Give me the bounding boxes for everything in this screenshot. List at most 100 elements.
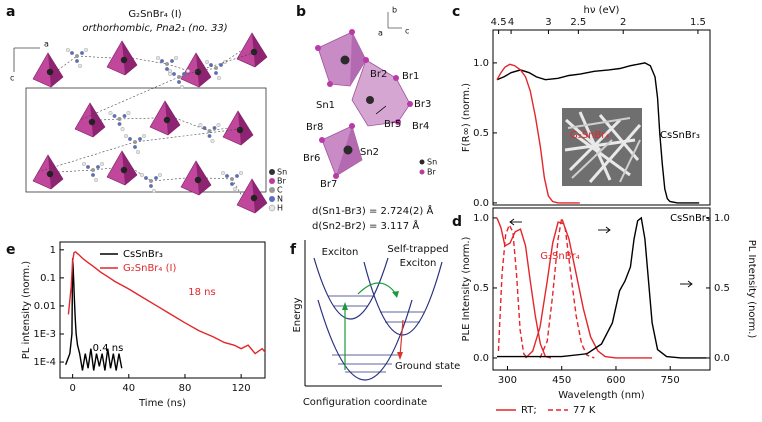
legend-label: Br	[277, 177, 286, 186]
molecule-atom	[177, 80, 181, 84]
y-tick-label: 0.0	[473, 353, 489, 364]
tetrahedron-face	[165, 101, 180, 135]
y-tick-label: 1	[50, 245, 56, 256]
sn-atom	[120, 166, 128, 174]
molecule-atom	[235, 174, 239, 178]
molecule-atom	[154, 176, 158, 180]
molecule-atom	[221, 171, 225, 175]
molecule-atom	[160, 59, 164, 63]
molecule-atom	[122, 114, 127, 118]
sn-atom	[366, 96, 374, 104]
hydrogen-bond	[92, 167, 113, 171]
molecule-atom	[202, 126, 207, 130]
tetrahedron-face	[122, 41, 137, 75]
molecule-atom	[128, 137, 132, 141]
molecule-atom	[152, 189, 156, 193]
molecule-atom	[172, 72, 176, 76]
y-tick-label: 0.5	[473, 128, 489, 139]
x-tick-label: 120	[232, 383, 251, 394]
br-atom	[393, 75, 399, 81]
sn-atom	[194, 176, 202, 184]
axis-glyph: a c	[10, 40, 49, 83]
arrow	[687, 280, 693, 288]
sn-atom	[250, 48, 258, 56]
arrow	[605, 226, 611, 234]
molecule-atom	[66, 48, 70, 52]
series-label: CsSnBr₃	[660, 130, 700, 141]
axis-name: a	[44, 40, 49, 49]
bond-distance: d(Sn1-Br3) = 2.724(2) Å	[312, 204, 433, 217]
molecule-atom	[84, 48, 88, 52]
hydrogen-bond	[119, 117, 156, 120]
molecule-atom	[170, 59, 174, 63]
br-atom	[319, 137, 325, 143]
panel-label: f	[290, 242, 297, 258]
sn-atom	[236, 126, 244, 134]
molecule-atom	[75, 59, 79, 63]
molecule-atom	[233, 187, 237, 191]
polyhedra	[315, 29, 413, 179]
atom-label: Br6	[303, 153, 320, 164]
molecule-atom	[239, 171, 243, 175]
hydrogen-bond	[76, 55, 113, 59]
sn-atom	[120, 56, 128, 64]
y2-tick-label: 1.0	[714, 213, 730, 224]
hydrogen-bond	[134, 127, 249, 143]
x2-tick-label: 4.5	[491, 17, 507, 28]
molecule-atom	[117, 117, 122, 121]
atom-label: Br4	[412, 121, 429, 132]
axis-title: Configuration coordinate	[303, 397, 427, 408]
molecule-atom	[182, 72, 186, 76]
sn-atom	[46, 170, 54, 178]
molecule-atom	[205, 60, 209, 64]
plot-frame	[492, 29, 711, 206]
legend-label: RT;	[521, 405, 537, 416]
state-label: Exciton	[400, 258, 437, 269]
legend-label: Sn	[277, 168, 287, 177]
x-tick-label: 300	[498, 375, 517, 386]
tetrahedron-face	[350, 32, 366, 86]
hydrogen-bond	[99, 118, 120, 121]
legend-swatch	[269, 169, 275, 175]
molecule-atom	[82, 162, 86, 166]
x-tick-label: 0	[69, 383, 75, 394]
molecule-atom	[180, 85, 184, 89]
atom-label: Br1	[402, 71, 419, 82]
y-tick-label: 0.1	[40, 273, 56, 284]
br-atom	[363, 57, 369, 63]
legend-swatch	[269, 196, 275, 202]
data-line	[67, 250, 265, 355]
legend-label: C	[277, 186, 283, 195]
legend-label: Sn	[427, 158, 437, 167]
molecule-atom	[100, 162, 104, 166]
br-atom	[349, 123, 355, 129]
molecule-atom	[156, 56, 160, 60]
molecule-atom	[177, 75, 181, 79]
y2-tick-label: 0.0	[714, 353, 730, 364]
axis-glyph: b a c	[378, 6, 409, 38]
molecule-atom	[138, 137, 142, 141]
sn-atom	[250, 194, 258, 202]
tetrahedron-face	[238, 111, 253, 145]
molecule-atom	[91, 173, 95, 177]
y-tick-label: 0.5	[473, 283, 489, 294]
molecule-atom	[168, 69, 172, 73]
atom-label: Br3	[414, 99, 431, 110]
panel-label: e	[6, 242, 16, 258]
molecule-atom	[112, 114, 117, 118]
molecule-atom	[120, 127, 125, 131]
annotation: 18 ns	[188, 287, 215, 298]
legend-label: CsSnBr₃	[123, 249, 163, 260]
hydrogen-bond	[37, 141, 136, 173]
molecule-atom	[78, 64, 82, 68]
annotation: G₂SnBr₄	[540, 251, 579, 262]
y2-axis-title: PL Intensity (norm.)	[746, 240, 757, 339]
molecule-atom	[86, 165, 90, 169]
molecule-atom	[214, 71, 218, 75]
crystal	[32, 32, 268, 214]
molecule-atom	[212, 126, 217, 130]
tetrahedron-face	[122, 151, 137, 185]
x2-tick-label: 4	[508, 17, 514, 28]
molecule-atom	[142, 134, 146, 138]
